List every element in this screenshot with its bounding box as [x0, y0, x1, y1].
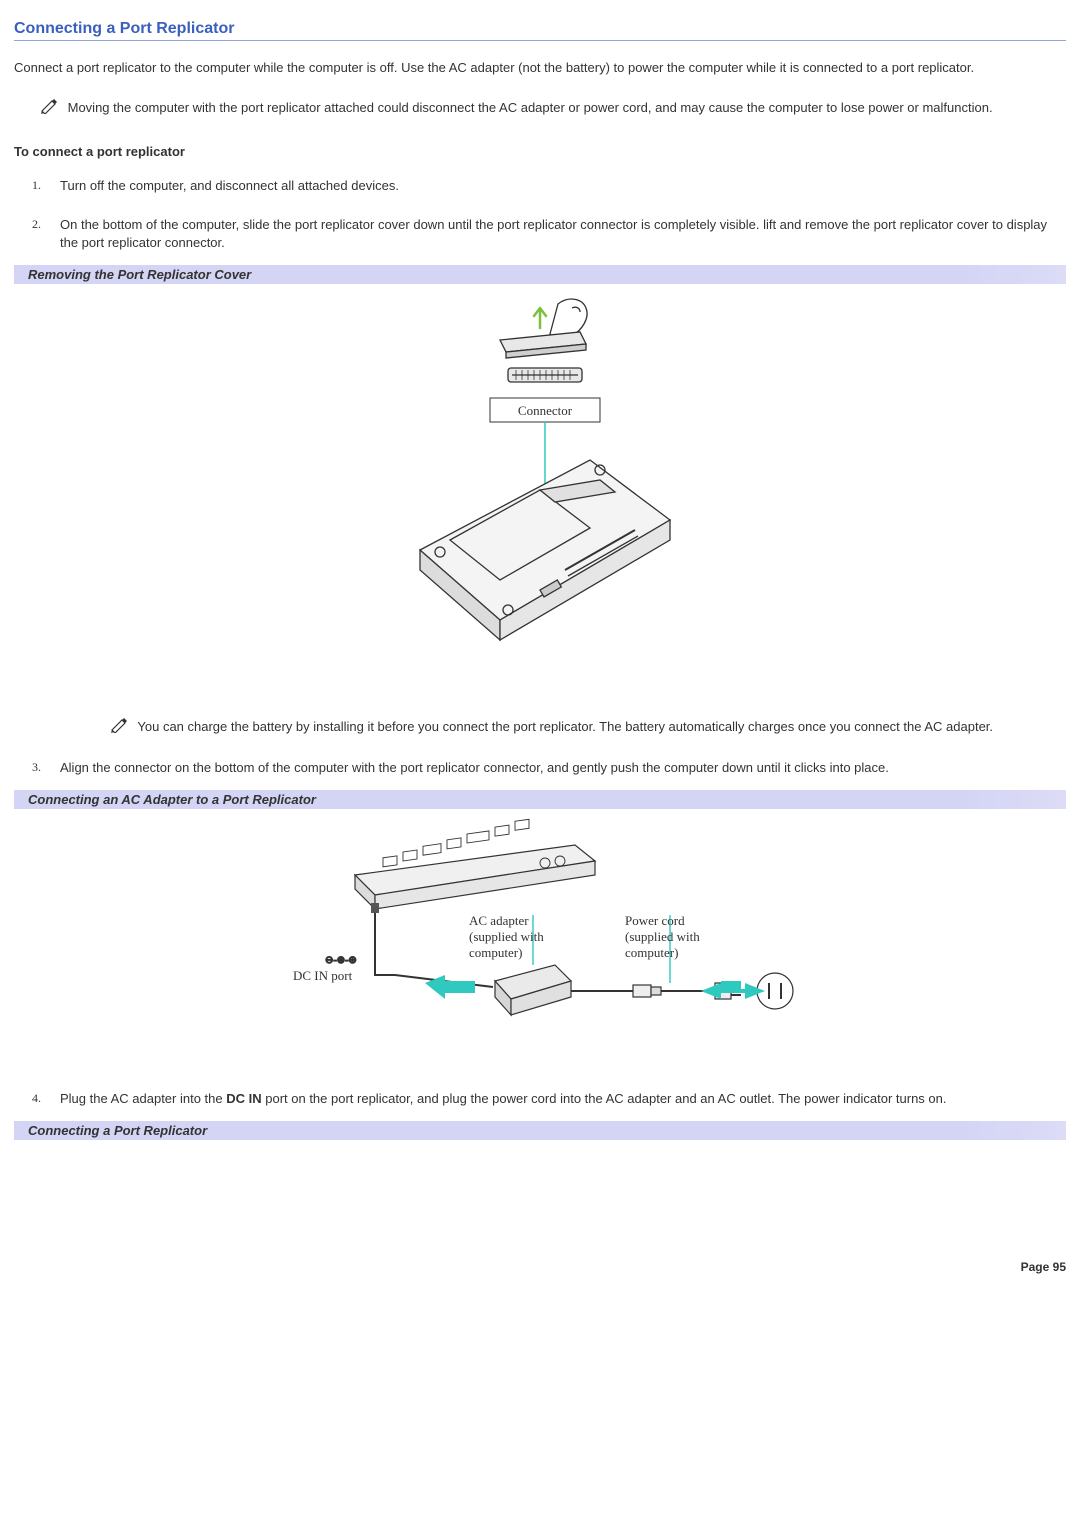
- step-3: 3. Align the connector on the bottom of …: [14, 751, 1066, 790]
- page-number: Page 95: [14, 1260, 1066, 1280]
- step-number: 1.: [32, 177, 41, 194]
- dc-in-label: DC IN port: [293, 968, 353, 983]
- note-icon: [110, 717, 130, 733]
- step-text: Align the connector on the bottom of the…: [60, 760, 889, 775]
- steps-list-cont2: 4. Plug the AC adapter into the DC IN po…: [14, 1082, 1066, 1121]
- steps-list: 1. Turn off the computer, and disconnect…: [14, 169, 1066, 266]
- step-4: 4. Plug the AC adapter into the DC IN po…: [14, 1082, 1066, 1121]
- ac-adapter-label-1: AC adapter: [469, 913, 529, 928]
- power-cord-label-1: Power cord: [625, 913, 685, 928]
- figure-caption-2: Connecting an AC Adapter to a Port Repli…: [14, 790, 1066, 809]
- figure-caption-1: Removing the Port Replicator Cover: [14, 265, 1066, 284]
- power-cord-label-2: (supplied with: [625, 929, 700, 944]
- battery-note-text: You can charge the battery by installing…: [137, 719, 993, 734]
- battery-note: You can charge the battery by installing…: [60, 717, 1066, 737]
- figure-1: Connector: [14, 290, 1066, 693]
- ac-adapter-label-3: computer): [469, 945, 522, 960]
- step-text: On the bottom of the computer, slide the…: [60, 217, 1047, 251]
- figure-caption-3: Connecting a Port Replicator: [14, 1121, 1066, 1140]
- battery-note-item: You can charge the battery by installing…: [14, 717, 1066, 737]
- figure-2: ⊖-⊛-⊕: [14, 815, 1066, 1058]
- step-number: 4.: [32, 1090, 41, 1107]
- procedure-subheading: To connect a port replicator: [14, 144, 1066, 159]
- steps-list-cont: You can charge the battery by installing…: [14, 717, 1066, 790]
- warning-note: Moving the computer with the port replic…: [14, 98, 1066, 118]
- step-4-text-a: Plug the AC adapter into the: [60, 1091, 226, 1106]
- step-text: Plug the AC adapter into the DC IN port …: [60, 1091, 946, 1106]
- step-text: Turn off the computer, and disconnect al…: [60, 178, 399, 193]
- step-number: 3.: [32, 759, 41, 776]
- warning-text: Moving the computer with the port replic…: [68, 100, 993, 115]
- page-title: Connecting a Port Replicator: [14, 20, 1066, 41]
- step-2: 2. On the bottom of the computer, slide …: [14, 208, 1066, 266]
- step-4-bold: DC IN: [226, 1091, 261, 1106]
- step-1: 1. Turn off the computer, and disconnect…: [14, 169, 1066, 208]
- step-4-text-b: port on the port replicator, and plug th…: [262, 1091, 947, 1106]
- step-number: 2.: [32, 216, 41, 233]
- svg-text:⊖-⊛-⊕: ⊖-⊛-⊕: [325, 955, 357, 966]
- intro-paragraph: Connect a port replicator to the compute…: [14, 59, 1066, 78]
- note-icon: [40, 98, 60, 114]
- power-cord-label-3: computer): [625, 945, 678, 960]
- ac-adapter-label-2: (supplied with: [469, 929, 544, 944]
- connector-label: Connector: [518, 403, 573, 418]
